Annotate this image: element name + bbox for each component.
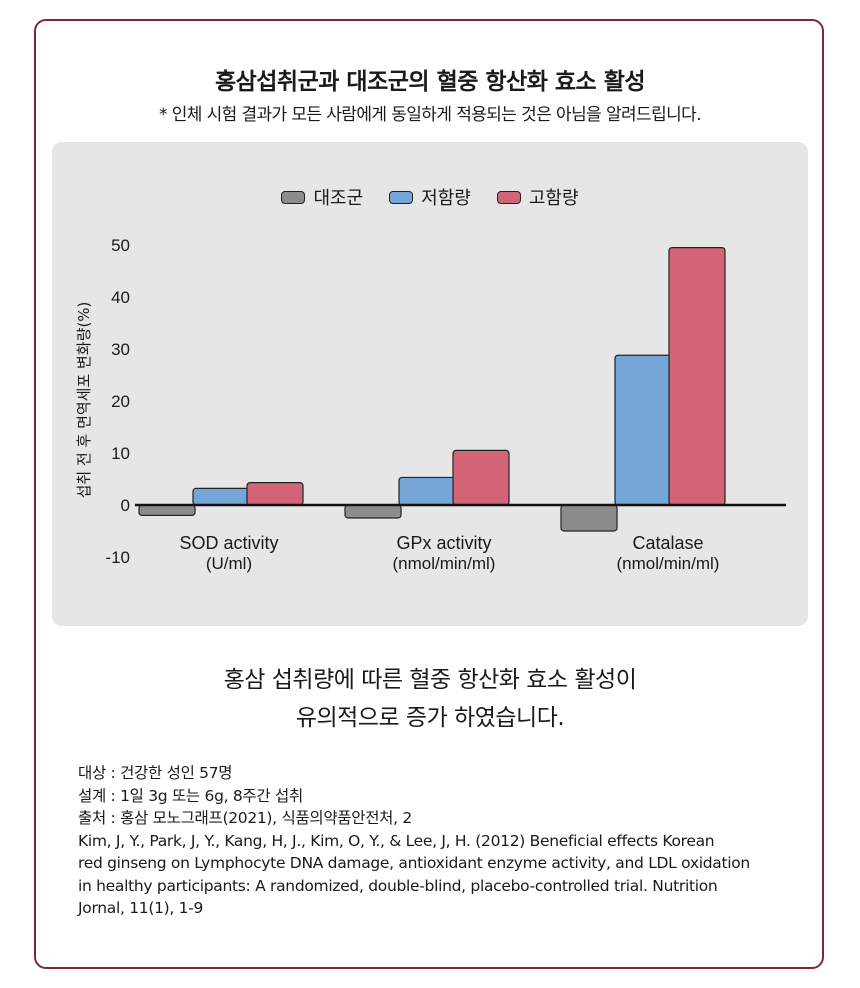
legend-swatch-control (281, 190, 306, 204)
bar-low-dose-1 (192, 487, 250, 506)
legend-item-high-dose: 고함량 (496, 184, 579, 210)
chart-subtitle: * 인체 시험 결과가 모든 사람에게 동일하게 적용되는 것은 아님을 알려드… (158, 105, 702, 125)
legend-label-high-dose: 고함량 (528, 188, 579, 209)
note-reference-4: Jornal, 11(1), 1-9 (78, 899, 204, 917)
legend-item-control: 대조군 (281, 184, 363, 210)
note-reference-2: red ginseng on Lymphocyte DNA damage, an… (78, 854, 750, 872)
chart-title: 홍삼섭취군과 대조군의 혈중 항산화 효소 활성 (214, 69, 646, 95)
legend-swatch-low-dose (389, 190, 414, 204)
headline-line-2: 유의적으로 증가 하였습니다. (295, 705, 565, 731)
bar-control-1 (138, 504, 196, 516)
y-axis-label: 섭취 전 후 면역세포 변화량(%) (75, 302, 93, 499)
bar-control-2 (344, 504, 402, 519)
bar-high-dose-3 (668, 247, 726, 506)
x-tick-label: Catalase (632, 533, 703, 553)
note-design: 설계 : 1일 3g 또는 6g, 8주간 섭취 (78, 786, 303, 805)
y-tick-label: -10 (105, 548, 130, 567)
bar-low-dose-2 (398, 476, 456, 506)
x-tick-label: GPx activity (396, 533, 491, 553)
legend-item-low-dose: 저함량 (389, 184, 471, 210)
x-tick-unit-label: (nmol/min/ml) (393, 554, 496, 573)
note-subject: 대상 : 건강한 성인 57명 (78, 764, 233, 782)
legend-swatch-high-dose (496, 190, 521, 204)
note-source: 출처 : 홍삼 모노그래프(2021), 식품의약품안전처, 2 (78, 809, 412, 827)
y-tick-label: 30 (111, 340, 130, 359)
y-tick-label: 20 (111, 392, 130, 411)
bar-control-3 (560, 504, 618, 532)
legend-label-low-dose: 저함량 (421, 188, 471, 209)
y-tick-label: 50 (111, 236, 130, 255)
chart-legend: 대조군 저함량 고함량 (52, 184, 808, 210)
bar-low-dose-3 (614, 354, 672, 506)
bar-high-dose-2 (452, 449, 510, 506)
note-reference-1: Kim, J, Y., Park, J, Y., Kang, H, J., Ki… (78, 831, 715, 850)
x-tick-label: SOD activity (179, 533, 278, 553)
legend-label-control: 대조군 (313, 188, 364, 209)
study-notes: 대상 : 건강한 성인 57명 설계 : 1일 3g 또는 6g, 8주간 섭취… (78, 762, 798, 920)
y-tick-label: 0 (121, 496, 130, 515)
x-tick-unit-label: (U/ml) (206, 554, 252, 573)
note-reference-3: in healthy participants: A randomized, d… (78, 876, 718, 895)
y-tick-label: 10 (111, 444, 130, 463)
x-tick-unit-label: (nmol/min/ml) (617, 554, 720, 573)
headline-line-1: 홍삼 섭취량에 따른 혈중 항산화 효소 활성이 (223, 667, 637, 693)
bar-high-dose-1 (246, 482, 304, 506)
y-tick-label: 40 (111, 288, 130, 307)
